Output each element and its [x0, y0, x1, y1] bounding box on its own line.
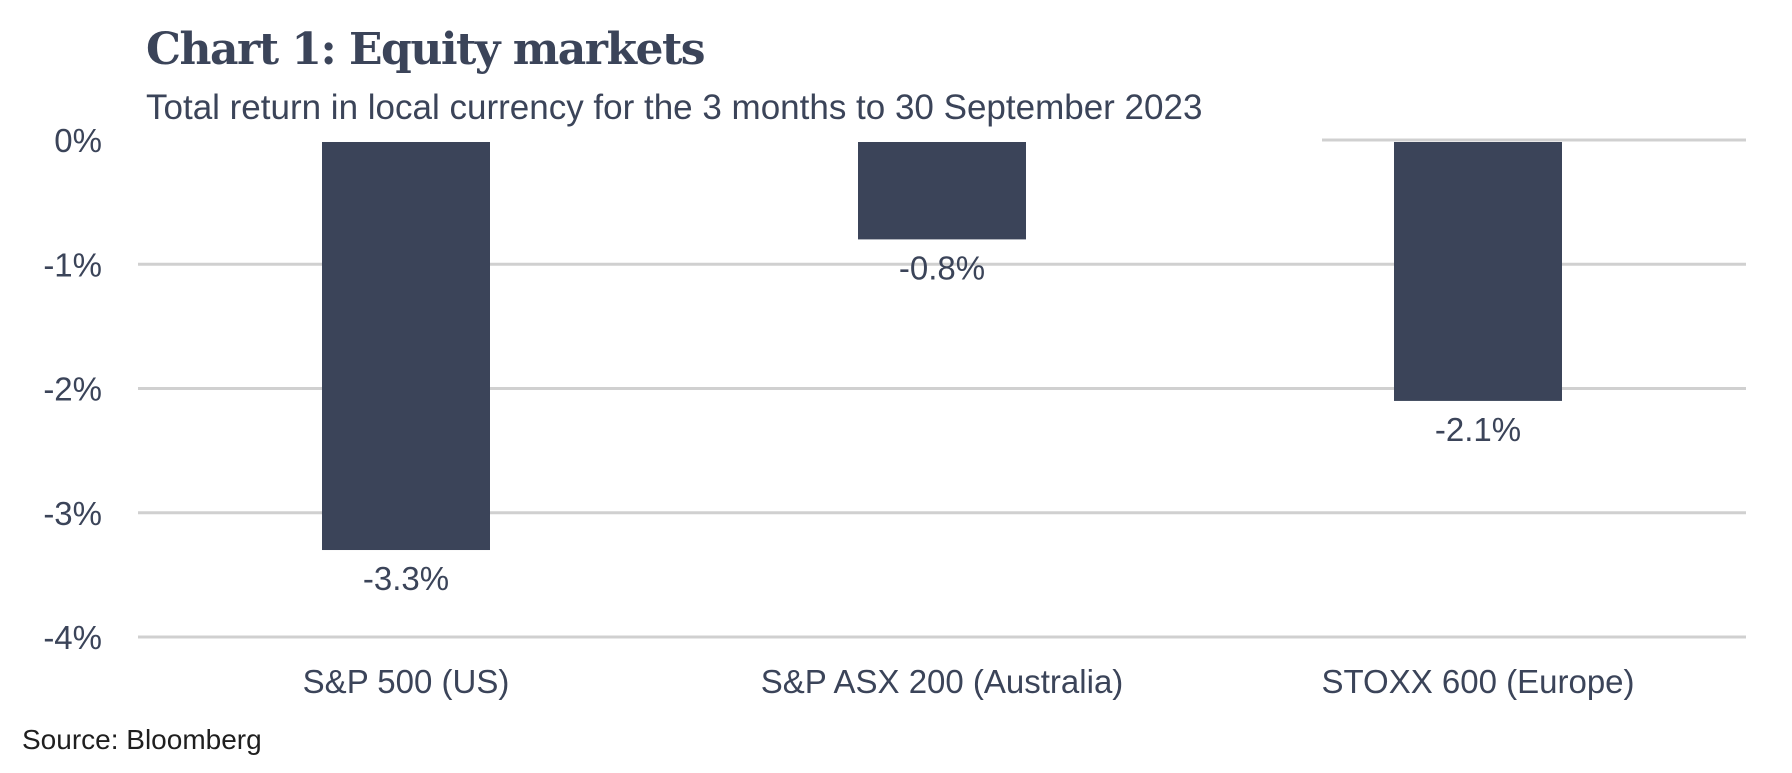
x-axis-categories: S&P 500 (US) S&P ASX 200 (Australia) STOXX…	[303, 663, 1635, 700]
y-tick-label: 0%	[54, 122, 102, 159]
data-label: -2.1%	[1435, 411, 1521, 448]
category-label: S&P 500 (US)	[303, 663, 510, 700]
source-note: Source: Bloomberg	[22, 724, 262, 755]
data-label: -3.3%	[363, 560, 449, 597]
data-label: -0.8%	[899, 249, 985, 286]
y-tick-label: -3%	[43, 495, 102, 532]
data-labels: -3.3% -0.8% -2.1%	[363, 249, 1521, 597]
category-label: STOXX 600 (Europe)	[1321, 663, 1634, 700]
bar	[322, 142, 490, 551]
bar	[1394, 142, 1562, 401]
chart-title: Chart 1: Equity markets	[146, 24, 706, 75]
y-tick-label: -4%	[43, 619, 102, 656]
y-tick-label: -2%	[43, 371, 102, 408]
y-axis-ticks: 0% -1% -2% -3% -4%	[43, 122, 102, 656]
category-label: S&P ASX 200 (Australia)	[761, 663, 1124, 700]
chart-subtitle: Total return in local currency for the 3…	[146, 88, 1203, 127]
bar	[858, 142, 1026, 240]
y-tick-label: -1%	[43, 246, 102, 283]
bars	[322, 142, 1562, 551]
